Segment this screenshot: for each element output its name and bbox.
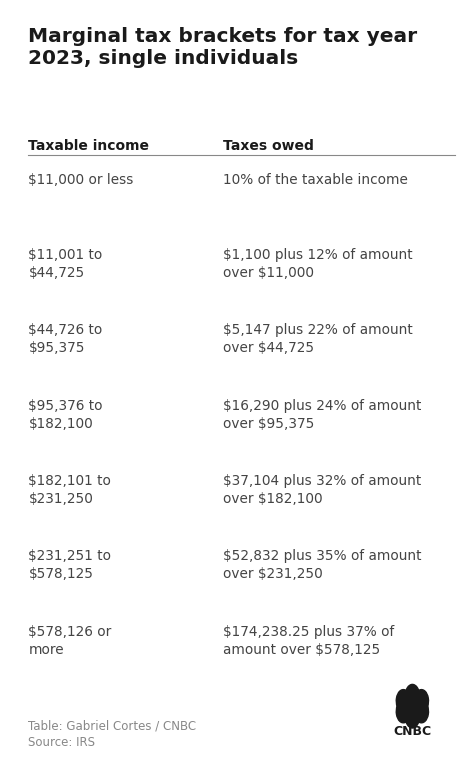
- Text: Source: IRS: Source: IRS: [28, 736, 95, 749]
- Text: Marginal tax brackets for tax year
2023, single individuals: Marginal tax brackets for tax year 2023,…: [28, 27, 418, 68]
- Text: $95,376 to
$182,100: $95,376 to $182,100: [28, 399, 103, 431]
- Text: $44,726 to
$95,375: $44,726 to $95,375: [28, 323, 103, 355]
- Text: Taxable income: Taxable income: [28, 139, 149, 152]
- Text: $1,100 plus 12% of amount
over $11,000: $1,100 plus 12% of amount over $11,000: [223, 248, 412, 280]
- Text: $16,290 plus 24% of amount
over $95,375: $16,290 plus 24% of amount over $95,375: [223, 399, 421, 431]
- Text: $5,147 plus 22% of amount
over $44,725: $5,147 plus 22% of amount over $44,725: [223, 323, 412, 355]
- Text: $182,101 to
$231,250: $182,101 to $231,250: [28, 474, 111, 506]
- Text: CNBC: CNBC: [393, 725, 431, 738]
- Text: $52,832 plus 35% of amount
over $231,250: $52,832 plus 35% of amount over $231,250: [223, 549, 421, 581]
- Text: Table: Gabriel Cortes / CNBC: Table: Gabriel Cortes / CNBC: [28, 719, 197, 732]
- Text: Taxes owed: Taxes owed: [223, 139, 314, 152]
- Text: $231,251 to
$578,125: $231,251 to $578,125: [28, 549, 111, 581]
- Text: $578,126 or
more: $578,126 or more: [28, 625, 112, 657]
- Text: $11,001 to
$44,725: $11,001 to $44,725: [28, 248, 103, 280]
- Text: $174,238.25 plus 37% of
amount over $578,125: $174,238.25 plus 37% of amount over $578…: [223, 625, 394, 657]
- Text: $11,000 or less: $11,000 or less: [28, 173, 134, 186]
- Text: $37,104 plus 32% of amount
over $182,100: $37,104 plus 32% of amount over $182,100: [223, 474, 421, 506]
- Text: 10% of the taxable income: 10% of the taxable income: [223, 173, 408, 186]
